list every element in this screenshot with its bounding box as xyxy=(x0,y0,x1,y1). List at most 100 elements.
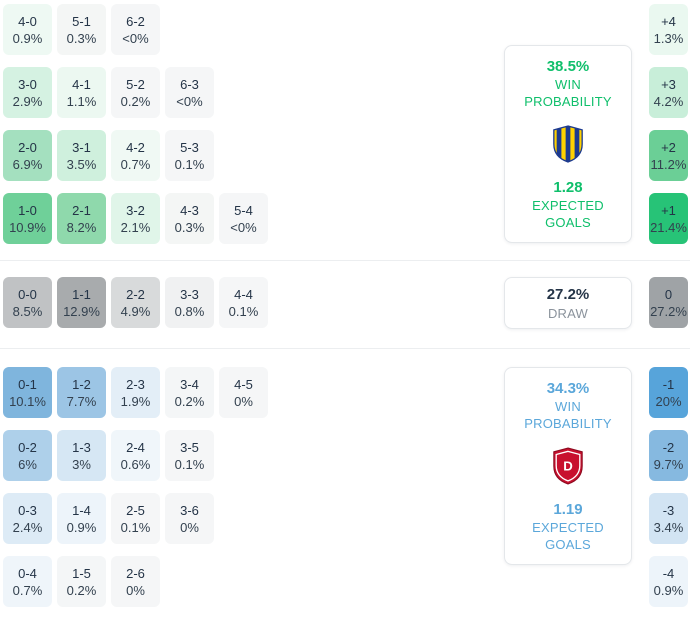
score-row: 2-0 6.9% 3-1 3.5% 4-2 0.7% 5-3 0.1% xyxy=(3,130,268,181)
draw-probability-value: 27.2% xyxy=(546,285,590,303)
score-cell: 1-2 7.7% xyxy=(57,367,106,418)
margin-label: +1 xyxy=(661,202,676,218)
score-cell: 4-1 1.1% xyxy=(57,67,106,118)
probability-value: <0% xyxy=(230,219,257,235)
away-xg-label-line2: GOALS xyxy=(545,537,591,552)
score-cell: 2-6 0% xyxy=(111,556,160,607)
away-expected-goals-block: 1.19 EXPECTED GOALS xyxy=(532,500,604,553)
score-cell: 3-5 0.1% xyxy=(165,430,214,481)
home-win-label-line2: PROBABILITY xyxy=(524,94,612,109)
probability-value: 0.9% xyxy=(653,582,684,598)
score-cell: 1-3 3% xyxy=(57,430,106,481)
scoreline: 3-0 xyxy=(18,76,37,92)
score-row: 0-1 10.1% 1-2 7.7% 2-3 1.9% 3-4 0.2% 4-5 0% xyxy=(3,367,268,418)
scoreline: 1-1 xyxy=(72,286,91,302)
score-cell: 2-3 1.9% xyxy=(111,367,160,418)
home-expected-goals-value: 1.28 xyxy=(553,179,583,196)
scoreline: 4-4 xyxy=(234,286,253,302)
scoreline: 3-4 xyxy=(180,376,199,392)
probability-value: 0.6% xyxy=(120,456,151,472)
score-cell: 5-2 0.2% xyxy=(111,67,160,118)
probability-value: 7.7% xyxy=(66,393,97,409)
margin-label: 0 xyxy=(664,286,673,302)
probability-value: <0% xyxy=(176,93,203,109)
margin-label: -2 xyxy=(662,439,675,455)
score-cell: 5-1 0.3% xyxy=(57,4,106,55)
score-row: 0-0 8.5% 1-1 12.9% 2-2 4.9% 3-3 0.8% 4-4 0.1% xyxy=(3,277,268,328)
home-expected-goals-block: 1.28 EXPECTED GOALS xyxy=(532,178,604,231)
scoreline: 6-2 xyxy=(126,13,145,29)
score-cell: 3-3 0.8% xyxy=(165,277,214,328)
svg-text:D: D xyxy=(563,459,573,474)
score-cell: 1-5 0.2% xyxy=(57,556,106,607)
score-cell: 1-4 0.9% xyxy=(57,493,106,544)
margin-label: -4 xyxy=(662,565,675,581)
probability-value: 0.9% xyxy=(66,519,97,535)
score-cell: 4-0 0.9% xyxy=(3,4,52,55)
scoreline: 1-0 xyxy=(18,202,37,218)
scoreline: 0-4 xyxy=(18,565,37,581)
probability-value: 8.5% xyxy=(12,303,43,319)
score-cell: 0-2 6% xyxy=(3,430,52,481)
score-cell: 6-2 <0% xyxy=(111,4,160,55)
goal-margin-cell: -4 0.9% xyxy=(649,556,688,607)
home-team-logo xyxy=(549,124,587,164)
goal-margin-cell: 0 27.2% xyxy=(649,277,688,328)
score-cell: 1-0 10.9% xyxy=(3,193,52,244)
probability-value: 9.7% xyxy=(653,456,684,472)
away-win-probability-value: 34.3% xyxy=(546,380,590,397)
probability-value: 0% xyxy=(180,519,199,535)
probability-value: <0% xyxy=(122,30,149,46)
away-team-logo: D xyxy=(549,446,587,486)
margin-label: +4 xyxy=(661,13,676,29)
home-goal-margin-column: +4 1.3% +3 4.2% +2 11.2% +1 21.4% xyxy=(649,4,688,244)
score-row: 0-4 0.7% 1-5 0.2% 2-6 0% xyxy=(3,556,268,607)
scoreline: 3-1 xyxy=(72,139,91,155)
scoreline: 5-4 xyxy=(234,202,253,218)
scoreline: 2-1 xyxy=(72,202,91,218)
probability-value: 0% xyxy=(234,393,253,409)
scoreline: 2-3 xyxy=(126,376,145,392)
margin-label: +2 xyxy=(661,139,676,155)
scoreline: 2-5 xyxy=(126,502,145,518)
goal-margin-cell: +3 4.2% xyxy=(649,67,688,118)
home-win-probability-value: 38.5% xyxy=(546,58,590,75)
scoreline: 4-3 xyxy=(180,202,199,218)
probability-value: 0.1% xyxy=(174,156,205,172)
probability-value: 0.3% xyxy=(66,30,97,46)
score-cell: 0-0 8.5% xyxy=(3,277,52,328)
home-win-section: 4-0 0.9% 5-1 0.3% 6-2 <0% 3-0 2.9% 4-1 1.1% 5-2 0.2… xyxy=(0,4,690,254)
score-cell: 3-2 2.1% xyxy=(111,193,160,244)
score-cell: 0-3 2.4% xyxy=(3,493,52,544)
probability-value: 3.5% xyxy=(66,156,97,172)
score-cell: 4-5 0% xyxy=(219,367,268,418)
draw-probability-card: 27.2% DRAW xyxy=(504,277,632,329)
scoreline: 2-4 xyxy=(126,439,145,455)
scoreline: 0-1 xyxy=(18,376,37,392)
home-win-probability-card: 38.5% WIN PROBABILITY 1.28 E xyxy=(504,45,632,243)
score-cell: 5-3 0.1% xyxy=(165,130,214,181)
probability-value: 4.2% xyxy=(653,93,684,109)
score-row: 0-3 2.4% 1-4 0.9% 2-5 0.1% 3-6 0% xyxy=(3,493,268,544)
score-row: 4-0 0.9% 5-1 0.3% 6-2 <0% xyxy=(3,4,268,55)
probability-value: 20% xyxy=(655,393,682,409)
score-cell: 4-2 0.7% xyxy=(111,130,160,181)
goal-margin-cell: -1 20% xyxy=(649,367,688,418)
scoreline: 1-4 xyxy=(72,502,91,518)
probability-value: 1.9% xyxy=(120,393,151,409)
yellow-blue-striped-shield-crest-icon xyxy=(553,125,583,163)
home-win-label-line1: WIN xyxy=(555,77,581,92)
section-divider xyxy=(0,348,690,349)
scoreline: 2-2 xyxy=(126,286,145,302)
probability-value: 2.9% xyxy=(12,93,43,109)
probability-value: 0.1% xyxy=(120,519,151,535)
scoreline: 2-6 xyxy=(126,565,145,581)
score-cell: 3-1 3.5% xyxy=(57,130,106,181)
draw-score-grid: 0-0 8.5% 1-1 12.9% 2-2 4.9% 3-3 0.8% 4-4 0.1% xyxy=(3,277,268,328)
probability-value: 2.1% xyxy=(120,219,151,235)
score-cell: 6-3 <0% xyxy=(165,67,214,118)
probability-value: 0.9% xyxy=(12,30,43,46)
scoreline: 5-3 xyxy=(180,139,199,155)
home-xg-label-line1: EXPECTED xyxy=(532,198,604,213)
score-cell: 3-6 0% xyxy=(165,493,214,544)
